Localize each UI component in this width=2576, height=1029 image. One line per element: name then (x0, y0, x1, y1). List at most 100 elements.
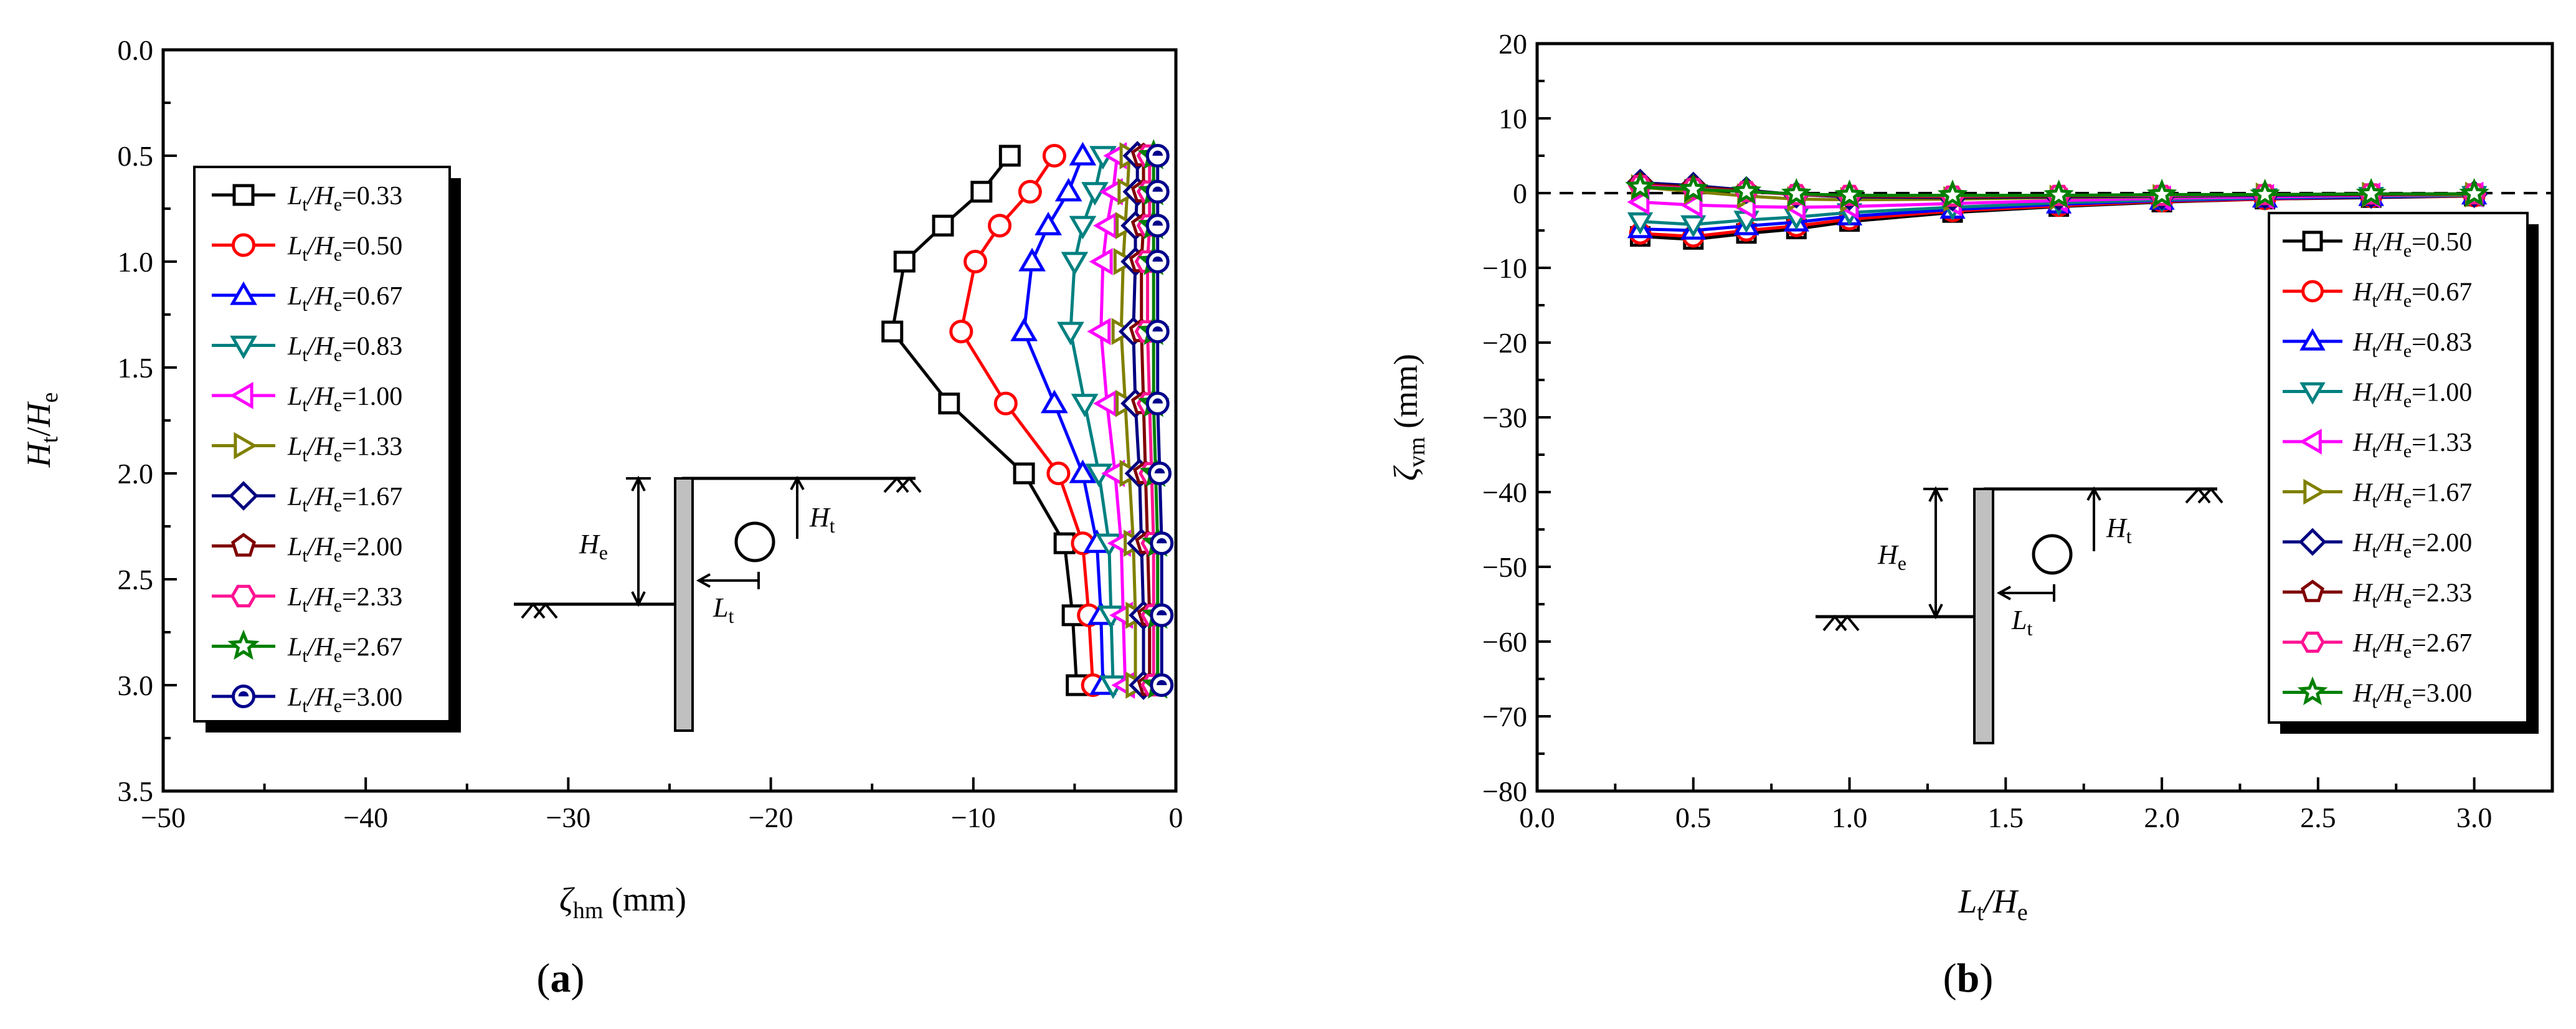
panel-b-xtick-label: 3.0 (2456, 802, 2493, 833)
panel-a-ytick-label: 0.0 (118, 34, 154, 66)
legend-label: Ht/He=0.83 (2352, 328, 2472, 361)
panel-a-series-3.00 (1145, 144, 1174, 697)
data-point (1145, 144, 1170, 168)
legend-item: Lt/He=2.33 (212, 583, 402, 616)
legend-marker (229, 382, 253, 409)
legend-label: Ht/He=1.00 (2352, 379, 2472, 412)
panel-a-series-line (1099, 155, 1127, 686)
data-point (1040, 389, 1068, 414)
panel-b-ytick-label: −50 (1482, 551, 1527, 583)
panel-a-xtick-label: −30 (546, 802, 590, 833)
legend-marker (227, 629, 260, 660)
data-point (1937, 179, 1968, 209)
data-point (1093, 389, 1117, 417)
data-point (964, 250, 988, 273)
legend-label: Lt/He=3.00 (287, 683, 402, 716)
panel-a-series-line (1132, 156, 1145, 685)
legend-label: Ht/He=3.00 (2352, 680, 2472, 713)
hatch-upper (883, 476, 922, 493)
data-point (1093, 212, 1117, 240)
data-point-fill (1154, 468, 1165, 473)
panel-b-ytick-label: −40 (1482, 477, 1527, 508)
legend-marker (230, 335, 257, 359)
data-point-fill (1152, 256, 1163, 262)
legend-marker (2299, 429, 2322, 455)
legend-marker (2301, 280, 2324, 303)
diagram-b-He-label: He (1877, 539, 1906, 574)
data-point (1069, 141, 1097, 166)
panel-a-series-line (959, 154, 1095, 686)
legend-marker (229, 481, 258, 511)
legend-label: Ht/He=0.50 (2352, 228, 2472, 261)
data-point-fill (1152, 326, 1163, 332)
data-point (970, 181, 993, 203)
data-point (2459, 178, 2489, 207)
data-point (1147, 462, 1172, 485)
data-point-fill (1152, 220, 1163, 226)
data-point (988, 214, 1012, 238)
data-point (1057, 321, 1084, 346)
panel-a-series-line (891, 154, 1079, 686)
data-point (2250, 178, 2280, 208)
legend-marker (232, 233, 255, 257)
legend-label: Lt/He=0.33 (287, 182, 402, 215)
data-point (1013, 462, 1035, 485)
diagram-b-Lt-label: Lt (2011, 605, 2032, 640)
panel-a-ytick-label: 2.5 (118, 564, 154, 595)
data-point-fill (1156, 680, 1167, 685)
data-point (1145, 179, 1170, 204)
diagram-Lt-label: Lt (713, 592, 734, 627)
legend-marker (2302, 230, 2323, 252)
data-point (1010, 318, 1038, 341)
data-point (893, 250, 916, 273)
panel-a-ytick-label: 0.5 (118, 140, 154, 172)
data-point (993, 391, 1018, 415)
data-point (1035, 211, 1063, 235)
data-point (1145, 250, 1170, 273)
legend-item: Ht/He=0.67 (2283, 278, 2472, 311)
panel-a-series-0.67 (1010, 141, 1117, 695)
panel-a-ytick-label: 1.0 (118, 246, 154, 278)
data-point-fill (1152, 398, 1163, 404)
panel-a-plot: −50 −40 −30 −20 −10 0 0.0 0.5 1.0 1.5 2.0 2.5 3.0 3.5… (118, 34, 1183, 833)
panel-b: ζvm (mm) Lt/He (b) (1387, 354, 2028, 1001)
legend-marker (2299, 382, 2326, 405)
panel-b-xtick-label: 2.0 (2144, 802, 2180, 833)
data-point-fill (1152, 150, 1163, 156)
panel-a-series-line (1022, 155, 1105, 686)
panel-b-xtick-label: 2.5 (2300, 802, 2336, 833)
legend-item: Lt/He=0.50 (212, 232, 402, 265)
legend-item: Ht/He=2.00 (2283, 528, 2472, 562)
legend-item: Lt/He=1.67 (212, 481, 402, 516)
legend-label: Lt/He=0.67 (287, 282, 402, 315)
legend-label: Lt/He=0.50 (287, 232, 402, 265)
legend-label: Ht/He=2.33 (2352, 579, 2472, 612)
panel-a-ytick-label: 3.0 (118, 670, 154, 701)
data-point (1627, 189, 1650, 216)
panel-a-series-line (1156, 156, 1163, 685)
diagram-b-Ht-label: Ht (2106, 513, 2132, 548)
legend-label: Ht/He=0.67 (2352, 278, 2472, 311)
tunnel (734, 521, 775, 562)
panel-a-series-0.50 (949, 144, 1105, 697)
legend-item: Ht/He=1.33 (2283, 429, 2472, 462)
panel-b-ylabel: ζvm (mm) (1387, 354, 1430, 481)
panel-b-ytick-label: −80 (1482, 775, 1527, 807)
data-point (1145, 320, 1170, 344)
legend-marker (2303, 478, 2326, 505)
data-point (1680, 192, 1703, 218)
panel-b-plot: 0.0 0.5 1.0 1.5 2.0 2.5 3.0 −80 −70 −60 −50 −40 −30 −… (1482, 28, 2554, 833)
panel-a-xtick-label: −50 (141, 802, 186, 833)
data-point (1069, 459, 1097, 483)
data-point (1089, 248, 1113, 275)
legend-item: Lt/He=2.00 (212, 533, 402, 566)
legend-label: Lt/He=1.33 (287, 433, 402, 466)
panel-a-series-line (1119, 155, 1137, 685)
panel-b-schematic (1816, 486, 2223, 744)
panel-a-ytick-label: 1.5 (118, 352, 154, 384)
legend-item: Lt/He=1.00 (212, 382, 402, 415)
data-point (1061, 252, 1089, 276)
legend-item: Ht/He=2.67 (2283, 629, 2472, 662)
data-point (1087, 318, 1111, 346)
